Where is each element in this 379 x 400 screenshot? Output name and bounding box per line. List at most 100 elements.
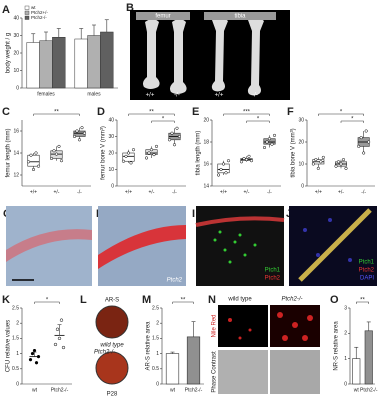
bones	[143, 17, 264, 96]
lipid-droplets	[228, 312, 313, 341]
channel-label: Ptch1	[265, 268, 281, 274]
significance-bracket	[128, 113, 175, 116]
point	[267, 137, 272, 141]
yellow-signal	[298, 208, 372, 282]
plate	[95, 305, 129, 339]
point	[26, 160, 31, 164]
point	[126, 151, 131, 155]
genotype: -/-	[252, 93, 258, 99]
y-tick-label: 12	[13, 172, 19, 178]
panel-g: G	[3, 206, 92, 286]
point	[364, 129, 368, 133]
x-tick-label: +/+	[30, 189, 37, 195]
panel-j: J Ptch1 Ptch2 DAPI	[286, 206, 377, 286]
panel-label: B	[126, 2, 134, 14]
point	[144, 156, 149, 160]
y-tick-label: 2	[16, 321, 19, 327]
y-tick-label: 1	[344, 356, 347, 362]
point	[34, 361, 39, 365]
point	[219, 167, 223, 172]
channel-label: Ptch2	[359, 268, 375, 274]
significance-label: *	[257, 117, 260, 123]
point	[314, 158, 318, 162]
x-tick-label: +/-	[54, 189, 60, 195]
point	[154, 144, 159, 148]
significance-bracket	[151, 120, 175, 123]
stain-band	[98, 225, 186, 269]
stain-label: AR-S	[105, 298, 119, 304]
bar	[364, 330, 373, 385]
point	[57, 336, 62, 341]
point	[31, 167, 36, 172]
panel-label: M	[142, 294, 151, 306]
significance-bracket	[246, 120, 270, 123]
bar	[87, 35, 101, 89]
y-axis-label: tibia length (mm)	[196, 131, 202, 176]
point	[357, 144, 361, 148]
x-tick-label: males	[87, 91, 101, 97]
genotype: wild type	[227, 297, 252, 303]
y-tick-label: 16	[13, 128, 19, 134]
y-axis-label: NR-S relative area	[334, 321, 340, 371]
point	[339, 162, 343, 166]
point	[172, 143, 177, 147]
y-tick-label: 1	[16, 351, 19, 357]
y-tick-label: 0	[156, 381, 159, 387]
y-tick-label: 0	[301, 183, 304, 189]
genotype: wild type	[100, 343, 124, 349]
point	[319, 160, 323, 164]
age-label: P28	[107, 392, 118, 398]
label-box	[136, 12, 190, 20]
y-axis-label: body weight / g	[6, 33, 12, 73]
row-label: Nile Red	[212, 314, 218, 337]
channel-label: Ptch1	[359, 260, 375, 266]
point	[344, 166, 348, 170]
significance-bracket	[223, 113, 270, 116]
y-tick-label: 1	[156, 351, 159, 357]
x-tick-label: +/-	[149, 189, 155, 195]
point	[29, 153, 33, 157]
point	[49, 156, 54, 161]
significance-label: *	[162, 117, 165, 123]
y-tick-label: 3	[344, 305, 347, 311]
panel-label: K	[2, 294, 10, 306]
point	[57, 144, 61, 148]
panel-label: A	[2, 4, 10, 16]
significance-label: **	[149, 110, 154, 116]
x-tick-label: -/-	[361, 189, 366, 195]
significance-label: **	[54, 110, 59, 116]
panel-label: I	[192, 208, 195, 220]
panel-label: N	[208, 294, 216, 306]
point	[341, 158, 346, 162]
point	[321, 155, 325, 159]
point	[129, 161, 133, 165]
point	[224, 171, 228, 175]
significance-label: ***	[243, 110, 251, 116]
bar	[52, 37, 66, 89]
y-tick-label: 2.5	[152, 305, 159, 311]
phase-contrast-image	[218, 350, 268, 394]
legend-swatch	[24, 10, 30, 15]
point	[221, 162, 226, 166]
y-tick-label: 0	[111, 183, 114, 189]
bar	[100, 31, 114, 89]
point	[75, 129, 79, 133]
panel-label: F	[287, 106, 294, 118]
point	[36, 164, 41, 168]
point	[80, 126, 84, 130]
x-tick-label: +/+	[315, 189, 322, 195]
y-tick-label: 0	[16, 85, 19, 91]
panel-label: L	[80, 294, 87, 306]
panel-n: N wild type Ptch2-/- Nile Red Phase Cont…	[208, 294, 320, 394]
y-tick-label: 20	[203, 117, 209, 123]
row-label: Phase Contrast	[212, 351, 218, 393]
y-axis-label: AR-S relative area	[146, 321, 152, 371]
point	[265, 140, 269, 144]
green-cells	[213, 230, 257, 264]
channel-label: Ptch2	[265, 276, 281, 282]
point	[152, 153, 156, 157]
point	[53, 342, 58, 347]
point	[55, 327, 60, 331]
y-tick-label: 1.5	[152, 336, 159, 342]
